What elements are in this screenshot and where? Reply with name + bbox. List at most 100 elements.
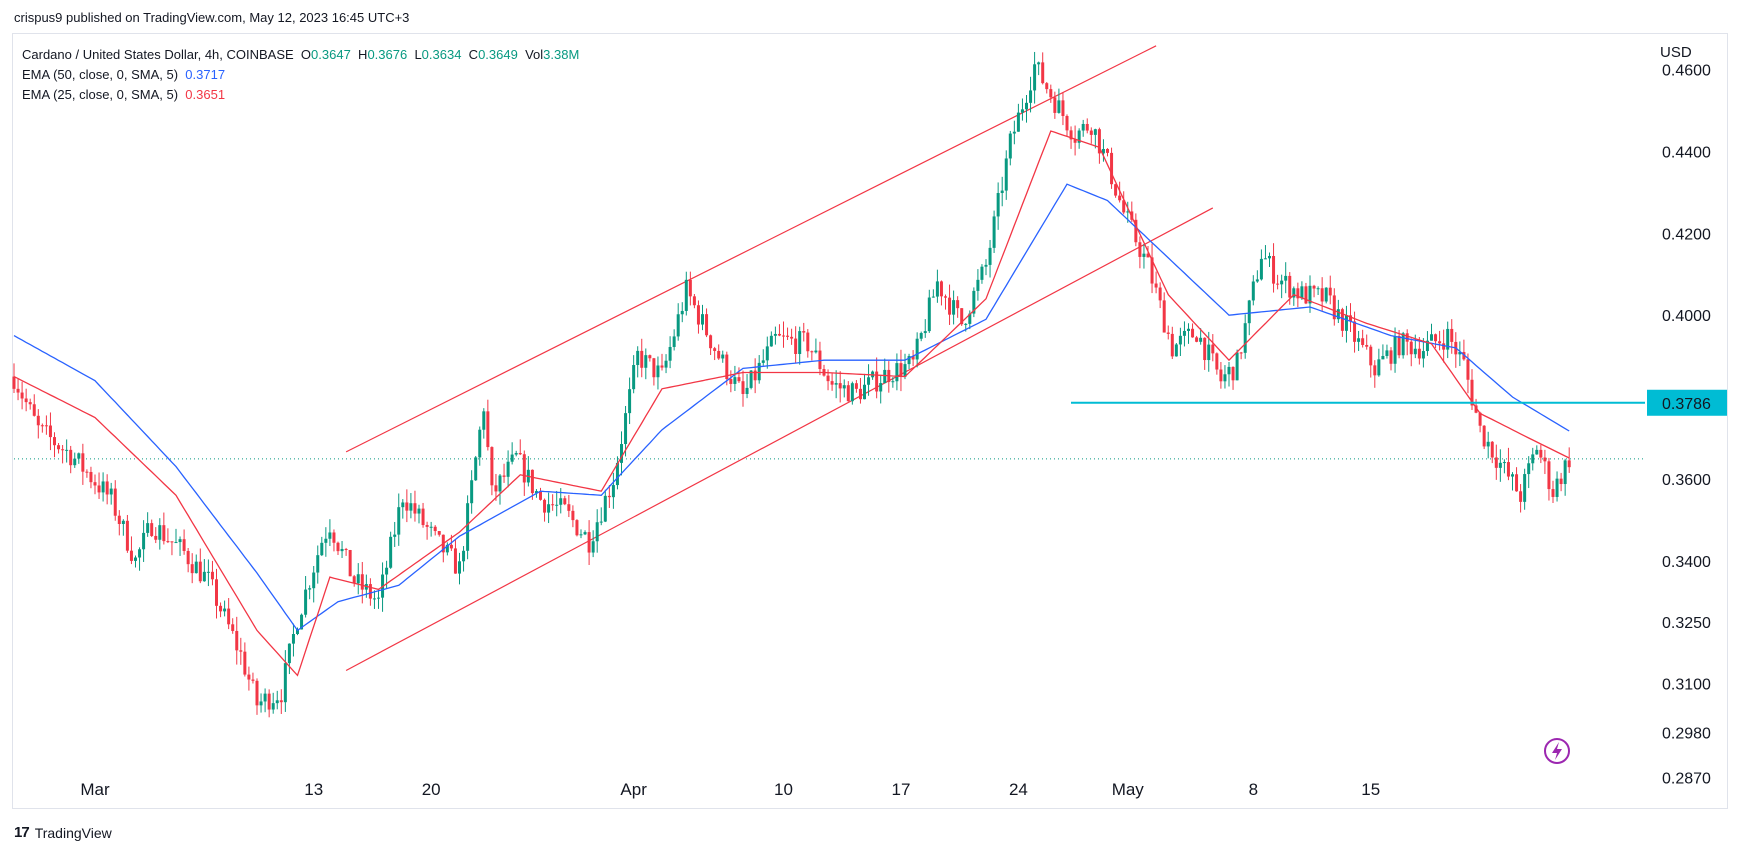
candle-body: [1296, 288, 1300, 299]
candle-body: [1397, 335, 1401, 356]
candle-body: [996, 193, 1000, 217]
candle-body: [466, 503, 470, 551]
symbol-row[interactable]: Cardano / United States Dollar, 4h, COIN…: [22, 45, 579, 65]
candle-body: [571, 510, 575, 521]
candle-body: [478, 429, 482, 458]
candle-body: [117, 515, 121, 524]
candle-body: [830, 381, 834, 385]
candle-body: [437, 531, 441, 535]
x-tick-label: 8: [1249, 780, 1258, 799]
x-tick-label: 20: [422, 780, 441, 799]
candle-body: [980, 266, 984, 280]
chart-frame[interactable]: [12, 33, 1728, 809]
candle-body: [1106, 148, 1109, 153]
candle-body: [150, 523, 154, 536]
currency-label: USD: [1660, 44, 1692, 61]
candle-body: [283, 663, 287, 703]
channel-upper-line: [345, 45, 1157, 453]
candle-body: [445, 544, 449, 553]
candle-body: [652, 358, 656, 378]
candle-body: [696, 305, 700, 325]
candle-body: [312, 572, 316, 589]
y-tick-label: 0.4200: [1662, 226, 1711, 243]
support-price-tag: [1647, 389, 1727, 416]
candle-body: [1061, 100, 1065, 116]
candle-body: [1215, 353, 1219, 370]
candle-body: [498, 475, 502, 492]
candle-body: [474, 457, 478, 481]
x-tick-label: 24: [1009, 780, 1028, 799]
candle-body: [1361, 338, 1365, 345]
candle-body: [1320, 288, 1324, 302]
candle-body: [1033, 64, 1037, 91]
candle-body: [709, 335, 713, 349]
candle-body: [1446, 328, 1450, 350]
candle-body: [1081, 123, 1085, 131]
candle-body: [1409, 341, 1413, 355]
candle-body: [304, 589, 308, 615]
candle-body: [206, 571, 210, 573]
candle-body: [1203, 337, 1207, 361]
candle-body: [243, 651, 247, 675]
y-tick-label: 0.3400: [1662, 554, 1711, 571]
candle-body: [680, 310, 684, 315]
candle-body: [502, 475, 506, 477]
candle-body: [247, 674, 251, 680]
candle-body: [1150, 257, 1154, 284]
ema50-row[interactable]: EMA (50, close, 0, SMA, 5) 0.3717: [22, 65, 579, 85]
candle-body: [1170, 333, 1174, 357]
candle-body: [1122, 200, 1126, 213]
candle-body: [316, 555, 320, 573]
candle-body: [514, 453, 518, 455]
high-label: H: [358, 47, 368, 62]
candle-body: [1053, 97, 1057, 113]
candle-body: [251, 679, 255, 681]
candle-body: [65, 449, 69, 451]
candle-body: [1093, 129, 1097, 135]
candle-body: [1551, 489, 1555, 497]
close-value: 0.3649: [478, 47, 518, 62]
candle-body: [1231, 366, 1235, 381]
candle-body: [530, 469, 534, 494]
candle-body: [960, 308, 964, 325]
candle-body: [1498, 462, 1502, 468]
y-tick-label: 0.3250: [1662, 615, 1711, 632]
candle-body: [773, 333, 777, 336]
candle-body: [16, 388, 20, 393]
candle-body: [1478, 412, 1482, 426]
ema50-value: 0.3717: [185, 67, 226, 82]
candle-body: [125, 520, 129, 551]
candle-body: [1535, 449, 1539, 455]
candle-body: [968, 313, 972, 324]
candle-body: [40, 425, 44, 427]
candle-body: [1247, 300, 1251, 324]
alert-icon[interactable]: [1544, 738, 1570, 764]
ema25-row[interactable]: EMA (25, close, 0, SMA, 5) 0.3651: [22, 85, 579, 105]
candle-body: [867, 377, 871, 385]
candle-body: [28, 402, 32, 405]
candle-body: [291, 634, 295, 644]
candle-body: [705, 314, 709, 336]
candle-body: [506, 461, 510, 477]
candle-body: [215, 579, 218, 606]
candle-body: [1421, 351, 1425, 359]
candle-body: [486, 411, 490, 448]
candle-body: [1259, 258, 1263, 280]
candle-body: [1158, 287, 1162, 301]
y-tick-label: 0.4600: [1662, 63, 1711, 80]
candle-body: [769, 335, 773, 347]
candle-body: [1502, 462, 1506, 464]
candle-body: [551, 504, 555, 506]
candle-body: [790, 336, 794, 339]
candle-body: [842, 385, 846, 389]
candle-body: [162, 525, 166, 542]
candle-body: [1340, 309, 1344, 331]
candle-body: [85, 471, 89, 473]
candle-body: [1243, 323, 1247, 353]
candle-body: [490, 447, 494, 486]
candle-body: [931, 296, 935, 298]
candle-body: [1146, 253, 1150, 258]
tradingview-logo[interactable]: 17 TradingView: [14, 824, 112, 841]
candle-body: [988, 247, 992, 265]
